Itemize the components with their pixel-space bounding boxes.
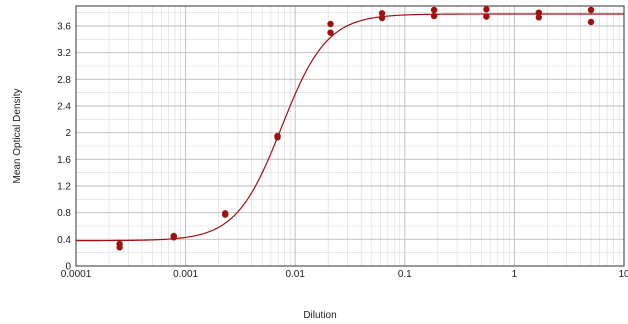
y-tick-label: 1.6 xyxy=(57,155,71,166)
y-tick-label: 1.2 xyxy=(57,182,71,193)
data-point xyxy=(483,13,490,20)
y-tick-label: 3.6 xyxy=(57,22,71,33)
data-point xyxy=(327,29,334,36)
x-tick-label: 0.0001 xyxy=(61,269,92,280)
x-tick-label: 1 xyxy=(512,269,518,280)
data-point xyxy=(483,6,490,13)
data-point xyxy=(535,14,543,21)
y-tick-label: 0.8 xyxy=(57,208,71,219)
data-point xyxy=(222,211,229,218)
data-point xyxy=(170,234,177,241)
x-axis-title: Dilution xyxy=(303,310,336,321)
data-point xyxy=(430,12,438,20)
data-point xyxy=(587,6,595,14)
fit-curve-line xyxy=(76,13,624,242)
data-point xyxy=(378,14,386,22)
y-tick-label: 0.4 xyxy=(57,235,71,246)
data-point xyxy=(587,18,595,26)
grid xyxy=(75,6,625,267)
plot-frame xyxy=(75,5,625,267)
y-tick-label: 2.8 xyxy=(57,75,71,86)
y-tick-labels: 0 0.4 0.8 1.2 1.6 2 2.4 2.8 3.2 3.6 xyxy=(57,22,71,273)
data-point xyxy=(378,10,386,17)
data-point xyxy=(327,20,334,28)
data-point xyxy=(430,6,438,14)
x-tick-label: 0.1 xyxy=(398,269,412,280)
x-tick-label: 10 xyxy=(618,269,628,280)
fit-curve-layer xyxy=(76,13,624,242)
x-tick-label: 0.01 xyxy=(285,269,305,280)
x-tick-label: 0.001 xyxy=(173,269,198,280)
data-points-layer xyxy=(116,6,595,251)
y-tick-label: 3.2 xyxy=(57,48,71,59)
y-tick-label: 2 xyxy=(65,128,71,139)
y-tick-label: 0 xyxy=(65,262,71,273)
y-tick-label: 2.4 xyxy=(57,102,71,113)
y-axis-title: Mean Optical Density xyxy=(12,88,23,183)
data-point xyxy=(116,244,123,251)
x-tick-labels: 0.0001 0.001 0.01 0.1 1 10 xyxy=(61,269,628,280)
data-point xyxy=(274,134,281,141)
data-point xyxy=(535,9,543,16)
